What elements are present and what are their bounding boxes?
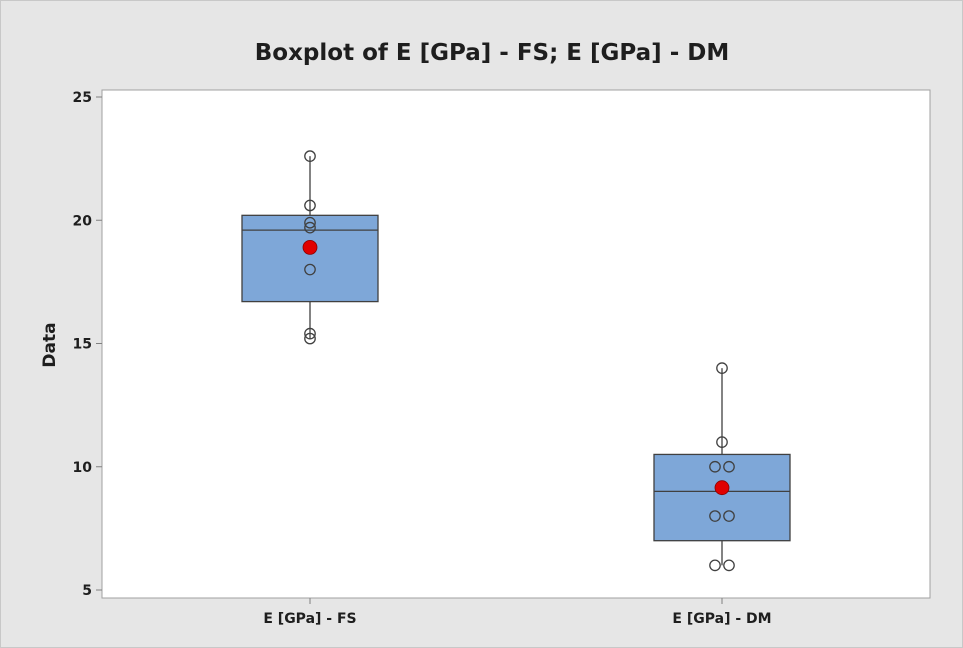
y-tick-label: 5 <box>82 583 92 599</box>
y-tick-label: 15 <box>73 337 92 353</box>
boxplot-series <box>241 150 791 572</box>
data-point <box>723 510 735 522</box>
y-tick-label: 10 <box>73 460 93 476</box>
chart-title: Boxplot of E [GPa] - FS; E [GPa] - DM <box>255 40 729 66</box>
data-point <box>304 216 316 229</box>
data-point <box>709 559 721 572</box>
data-point <box>716 436 728 448</box>
x-axis: E [GPa] - FS E [GPa] - DM <box>263 598 772 627</box>
data-point <box>709 460 721 473</box>
y-tick-label: 20 <box>73 213 93 229</box>
y-axis-label: Data <box>40 322 60 367</box>
data-point <box>304 327 316 340</box>
x-tick-label: E [GPa] - DM <box>672 611 771 627</box>
data-point <box>304 263 316 276</box>
data-point <box>723 460 735 473</box>
plot-area <box>101 89 931 599</box>
data-point <box>304 199 316 212</box>
iqr-box <box>653 453 791 542</box>
data-point <box>716 362 728 374</box>
box-group <box>653 362 791 572</box>
data-point <box>304 221 316 234</box>
data-point <box>304 150 316 163</box>
y-tick-label: 25 <box>73 90 92 106</box>
mean-marker <box>302 239 318 255</box>
box-group <box>241 150 379 345</box>
data-point <box>723 559 735 572</box>
data-point <box>304 332 316 345</box>
data-point <box>709 510 721 522</box>
y-axis: 5 10 15 20 25 <box>73 90 102 599</box>
mean-marker <box>714 480 730 496</box>
x-tick-label: E [GPa] - FS <box>263 611 356 627</box>
